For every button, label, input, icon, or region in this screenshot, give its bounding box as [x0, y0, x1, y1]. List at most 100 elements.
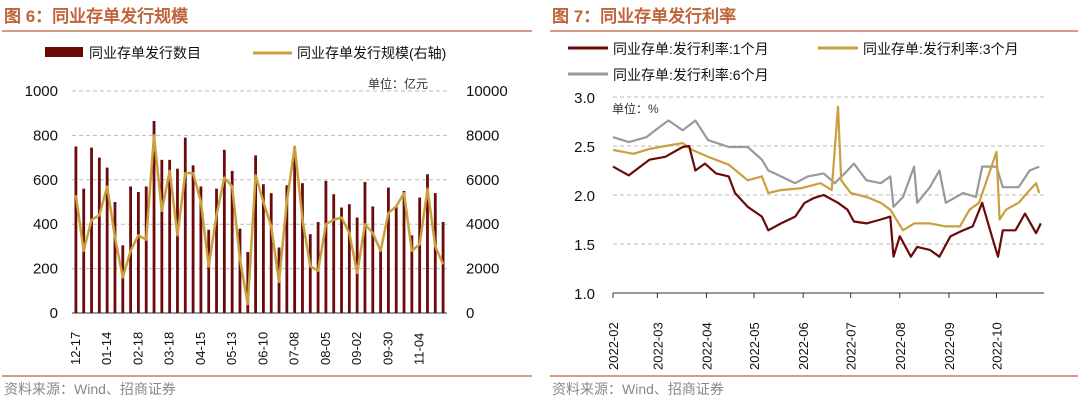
left-y-tick-label: 0 — [50, 305, 58, 322]
bar — [394, 206, 398, 313]
bar — [285, 185, 289, 313]
bar — [191, 165, 195, 313]
bar — [97, 157, 101, 313]
bar — [371, 206, 375, 313]
series-line-1m — [612, 144, 1042, 258]
bar — [137, 192, 140, 313]
x-tick-label: 2022-02 — [606, 322, 621, 370]
x-tick-label: 09-30 — [380, 332, 395, 365]
bar — [441, 221, 445, 313]
legend-label-line: 同业存单发行规模(右轴) — [297, 45, 446, 61]
right-y-tick-label: 8000 — [466, 127, 499, 144]
left-y-tick-label: 1000 — [25, 83, 58, 100]
series-line-issuance-scale — [74, 134, 445, 306]
left-y-tick-label: 600 — [33, 172, 58, 189]
chart-title-left: 图 6：同业存单发行规模 — [4, 6, 189, 26]
x-tick-label: 2022-09 — [942, 322, 957, 370]
left-y-tick-label: 200 — [33, 261, 58, 278]
source-note-left: 资料来源：Wind、招商证券 — [4, 381, 176, 397]
bar — [222, 149, 226, 313]
series-line-3m — [612, 105, 1041, 232]
bar — [160, 159, 164, 313]
right-y-tick-label: 0 — [466, 305, 474, 322]
bar — [113, 202, 117, 313]
bar — [418, 197, 422, 313]
legend-label-1m: 同业存单:发行利率:1个月 — [613, 41, 769, 57]
bar — [379, 248, 382, 313]
bar — [152, 120, 156, 313]
series-line-6m — [612, 119, 1040, 208]
x-tick-label: 02-18 — [130, 332, 145, 365]
x-tick-label: 03-18 — [162, 332, 177, 365]
x-tick-label: 2022-07 — [844, 322, 859, 370]
bar — [387, 187, 390, 313]
bar — [215, 188, 218, 313]
bar — [90, 147, 93, 313]
left-y-tick-label: 400 — [33, 216, 58, 233]
right-y-tick-label: 6000 — [466, 172, 499, 189]
x-tick-label: 11-04 — [412, 333, 427, 365]
bar — [199, 186, 203, 313]
bar — [262, 184, 265, 313]
y-tick-label: 2.0 — [574, 188, 595, 205]
x-tick-label: 01-14 — [99, 332, 114, 365]
left-y-tick-label: 800 — [33, 127, 58, 144]
unit-label-left: 单位：亿元 — [368, 76, 428, 91]
y-tick-label: 1.0 — [574, 286, 595, 303]
x-tick-label: 09-02 — [349, 332, 364, 365]
x-tick-label: 2022-04 — [699, 322, 714, 370]
bar — [254, 155, 257, 313]
x-tick-label: 08-05 — [318, 332, 333, 365]
right-y-tick-label: 4000 — [466, 216, 499, 233]
legend-label-6m: 同业存单:发行利率:6个月 — [613, 67, 769, 83]
bar — [347, 204, 351, 313]
bar — [363, 182, 367, 313]
unit-label-right: 单位：% — [612, 101, 659, 116]
x-tick-label: 2022-05 — [747, 322, 762, 370]
bar — [308, 234, 312, 313]
legend-label-3m: 同业存单:发行利率:3个月 — [863, 41, 1019, 57]
bar — [207, 229, 211, 313]
bar — [74, 146, 78, 313]
bar — [246, 251, 250, 313]
right-y-tick-label: 2000 — [466, 261, 499, 278]
chart-title-right: 图 7：同业存单发行利率 — [552, 6, 736, 26]
x-tick-label: 2022-06 — [796, 322, 811, 370]
x-tick-label: 04-15 — [193, 332, 208, 365]
bar — [230, 170, 234, 313]
x-tick-label: 07-08 — [287, 332, 302, 365]
bar — [121, 245, 125, 313]
line-chart: 1.0 1.5 2.0 2.5 3.0 2022-02 2022-03 2022-04 2022… — [574, 90, 1044, 370]
bar — [105, 167, 109, 313]
bar — [301, 183, 304, 313]
bar — [355, 217, 359, 313]
x-tick-label: 2022-08 — [893, 322, 908, 370]
legend-swatch-bars — [45, 47, 83, 57]
legend-label-bars: 同业存单发行数目 — [89, 45, 201, 61]
y-tick-label: 2.5 — [574, 139, 595, 156]
y-tick-label: 3.0 — [574, 90, 595, 107]
bar — [340, 207, 343, 313]
bar — [410, 235, 414, 313]
bar — [144, 186, 148, 313]
bar — [324, 180, 328, 313]
bar — [176, 168, 179, 313]
y-tick-label: 1.5 — [574, 237, 595, 254]
right-y-tick-label: 10000 — [466, 83, 508, 100]
x-tick-label: 06-10 — [255, 332, 270, 365]
bar — [402, 190, 406, 313]
x-tick-label: 12-17 — [68, 332, 83, 365]
x-tick-label: 2022-10 — [989, 322, 1004, 370]
x-tick-label: 05-13 — [224, 332, 239, 365]
bar — [168, 159, 172, 313]
bar — [238, 228, 242, 313]
bar — [433, 193, 437, 313]
bar-line-chart: 0200400600800100002000400060008000100001… — [25, 83, 508, 365]
bar — [183, 137, 187, 313]
bar — [426, 174, 429, 313]
source-note-right: 资料来源：Wind、招商证券 — [552, 381, 724, 397]
x-tick-label: 2022-03 — [650, 322, 665, 370]
bar — [269, 193, 273, 313]
bar — [293, 146, 297, 313]
